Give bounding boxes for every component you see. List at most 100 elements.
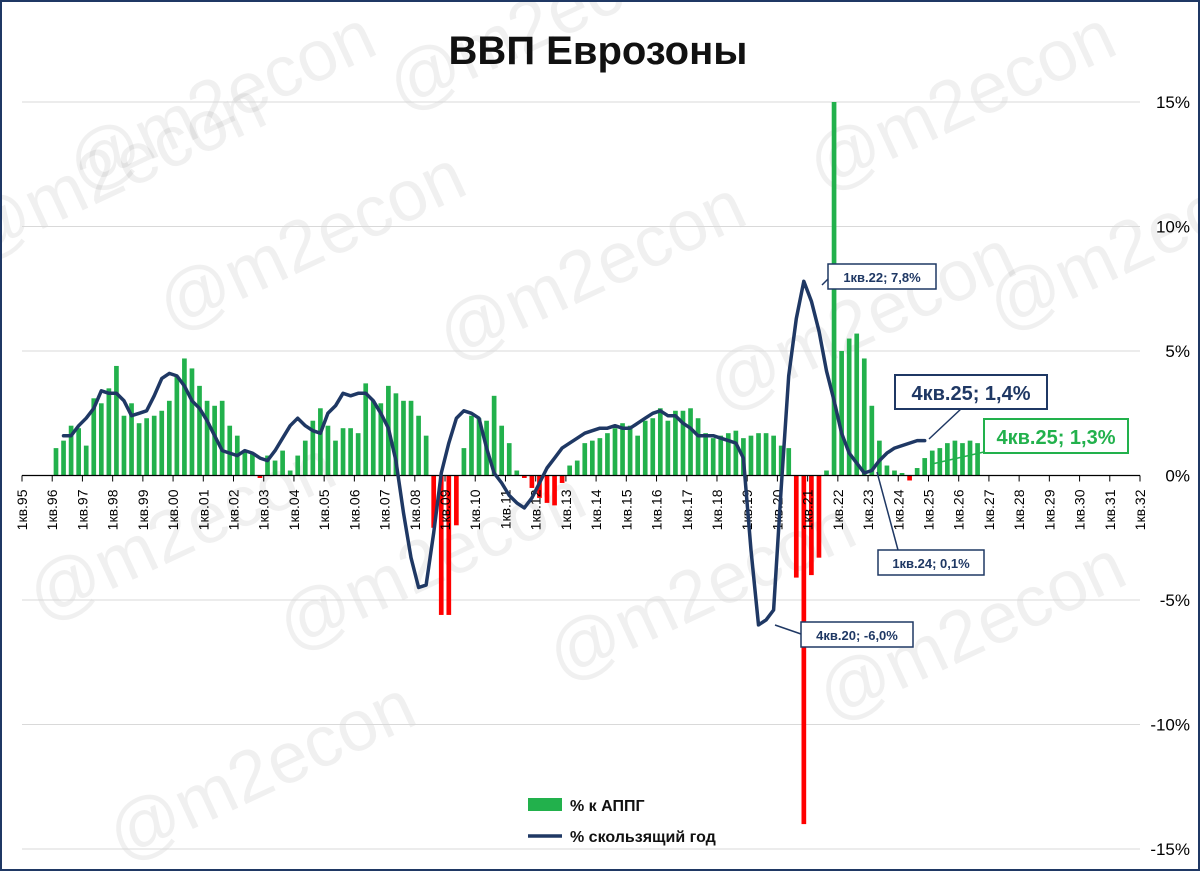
bar: [756, 433, 761, 476]
bar: [318, 408, 323, 476]
bar: [529, 475, 535, 488]
annotation-1kv24-leader: [876, 471, 899, 551]
y-tick-label: -10%: [1150, 716, 1190, 735]
annotation-4kv25-rolling-box: [894, 374, 1048, 410]
bar: [597, 438, 603, 476]
x-tick-label: 1кв.03: [256, 489, 272, 530]
bar: [673, 410, 678, 476]
bar: [189, 368, 195, 476]
x-axis: 1кв.95 1кв.96 1кв.97 1кв.98 1кв.99 1кв.00 1кв.…: [14, 474, 1148, 530]
bar: [861, 358, 867, 476]
bar: [53, 448, 59, 476]
bar: [476, 418, 482, 476]
x-tick-label: 1кв.22: [830, 489, 846, 530]
bar: [824, 470, 829, 476]
bar: [166, 400, 172, 476]
x-tick-label: 1кв.02: [226, 489, 242, 530]
annotation-4kv20-leader: [774, 624, 802, 635]
bar: [710, 438, 716, 476]
y-tick-label: 10%: [1156, 218, 1190, 237]
annotation-4kv25-rolling: 4кв.25; 1,4%: [894, 374, 1048, 440]
bar: [401, 400, 406, 476]
annotation-4kv25-rolling-label: 4кв.25; 1,4%: [911, 383, 1030, 405]
bar: [182, 358, 187, 476]
x-tick-label: 1кв.15: [618, 489, 634, 530]
bar: [302, 440, 308, 476]
bar: [899, 473, 905, 476]
bar: [340, 428, 346, 476]
watermark-text: @m2econ: [975, 135, 1198, 347]
x-tick-label: 1кв.18: [709, 489, 725, 530]
bar: [98, 403, 104, 476]
bar: [61, 440, 66, 476]
x-tick-label: 1кв.21: [800, 489, 816, 530]
y-tick-label: 5%: [1165, 342, 1190, 361]
bar: [635, 435, 640, 476]
y-axis-labels: 15% 10% 5% 0% -5% -10% -15%: [1150, 93, 1190, 859]
bar: [491, 395, 497, 476]
bar: [423, 435, 429, 476]
x-tick-label: 1кв.27: [981, 489, 997, 530]
x-tick-label: 1кв.98: [105, 489, 121, 530]
bar: [431, 475, 437, 528]
annotation-4kv25-rolling-leader: [928, 407, 963, 440]
x-tick-label: 1кв.32: [1132, 489, 1148, 530]
bar: [121, 415, 127, 476]
x-tick-label: 1кв.30: [1072, 489, 1088, 530]
annotation-4kv25-yoy-box: [983, 418, 1129, 454]
bar: [197, 385, 202, 476]
bar: [967, 440, 973, 476]
bar: [378, 403, 384, 476]
x-tick-label: 1кв.95: [14, 489, 30, 530]
bar: [650, 418, 656, 476]
bar: [438, 475, 444, 615]
bar: [454, 475, 459, 526]
bar: [574, 460, 580, 476]
bar: [408, 400, 414, 476]
x-tick-label: 1кв.31: [1102, 489, 1118, 530]
bar: [174, 375, 180, 476]
bar: [665, 420, 671, 476]
bar: [272, 460, 278, 476]
x-tick-label: 1кв.97: [74, 489, 90, 530]
x-tick-label: 1кв.08: [407, 489, 423, 530]
y-tick-label: 0%: [1165, 467, 1190, 486]
bar: [786, 448, 792, 476]
x-tick-label: 1кв.05: [316, 489, 332, 530]
annotation-1kv22-box: [827, 263, 937, 290]
bar: [922, 458, 928, 476]
x-tick-label: 1кв.24: [890, 489, 906, 530]
x-tick-label: 1кв.13: [558, 489, 574, 530]
chart-title: ВВП Еврозоны: [449, 29, 748, 73]
annotation-4kv25-yoy: 4кв.25; 1,3%: [931, 418, 1129, 465]
bar: [839, 351, 844, 476]
legend: % к АППГ % скользящий год: [528, 798, 716, 846]
bar: [627, 425, 633, 476]
bar: [212, 405, 217, 476]
x-tick-label: 1кв.10: [467, 489, 483, 530]
bar: [914, 468, 920, 476]
x-tick-label: 1кв.09: [437, 489, 453, 530]
bar: [642, 420, 648, 476]
x-tick-label: 1кв.26: [951, 489, 967, 530]
bar: [106, 388, 112, 476]
bar: [355, 433, 361, 476]
legend-label-line: % скользящий год: [570, 829, 716, 846]
watermark-text: @m2econ: [55, 2, 387, 207]
bar: [416, 415, 421, 476]
bar: [363, 383, 369, 476]
bar: [91, 398, 97, 476]
bar: [151, 415, 157, 476]
rolling-year-line: [61, 279, 927, 627]
bar: [763, 433, 769, 476]
legend-label-bar: % к АППГ: [570, 798, 645, 815]
bar: [605, 433, 610, 476]
x-tick-label: 1кв.99: [135, 489, 151, 530]
bar: [333, 440, 338, 476]
bar: [703, 433, 708, 476]
x-tick-label: 1кв.17: [679, 489, 695, 530]
bar: [801, 475, 807, 825]
bar: [469, 415, 474, 476]
bar: [854, 333, 860, 476]
